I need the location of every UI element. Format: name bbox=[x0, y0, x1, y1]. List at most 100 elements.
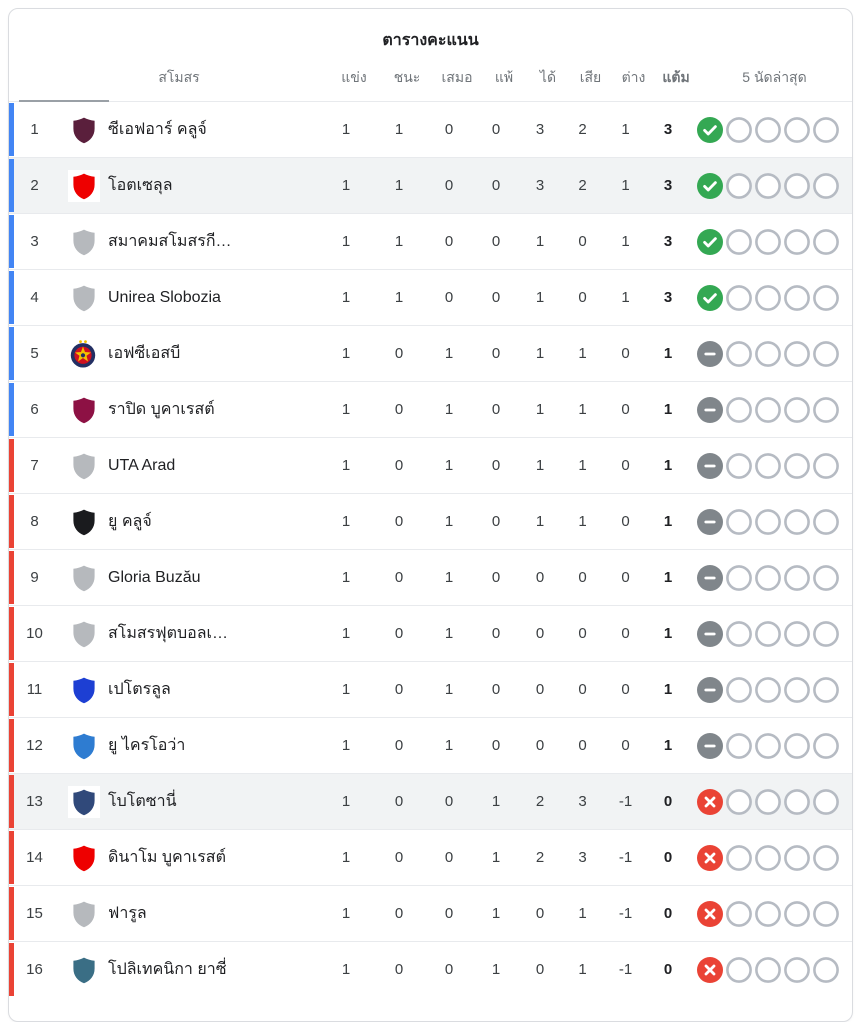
stat-draw: 1 bbox=[444, 681, 454, 698]
form-draw-icon bbox=[697, 676, 723, 703]
stat-goals-for: 1 bbox=[535, 289, 545, 306]
stat-loss: 0 bbox=[491, 513, 501, 530]
form-empty-icon bbox=[755, 844, 781, 871]
form-empty-icon bbox=[784, 396, 810, 423]
form-icons bbox=[689, 844, 852, 871]
form-empty-icon bbox=[813, 340, 839, 367]
table-row[interactable]: 14 ดินาโม บูคาเรสต์ 1 0 0 1 2 3 -1 0 bbox=[9, 829, 852, 885]
table-row[interactable]: 11 เปโตรลูล 1 0 1 0 0 0 0 1 bbox=[9, 661, 852, 717]
table-row[interactable]: 12 ยู ไครโอว่า 1 0 1 0 0 0 0 1 bbox=[9, 717, 852, 773]
stat-win: 1 bbox=[394, 177, 404, 194]
table-row[interactable]: 4 Unirea Slobozia 1 1 0 0 1 0 1 3 bbox=[9, 269, 852, 325]
form-empty-icon bbox=[726, 732, 752, 759]
form-empty-icon bbox=[755, 732, 781, 759]
form-loss-icon bbox=[697, 788, 723, 815]
table-row[interactable]: 10 สโมสรฟุตบอลเ… 1 0 1 0 0 0 0 1 bbox=[9, 605, 852, 661]
stat-goals-for: 2 bbox=[535, 793, 545, 810]
stat-loss: 0 bbox=[491, 177, 501, 194]
form-icons bbox=[689, 284, 852, 311]
team-name: ดินาโม บูคาเรสต์ bbox=[108, 849, 226, 866]
team-badge bbox=[60, 898, 108, 930]
stat-win: 0 bbox=[394, 793, 404, 810]
table-row[interactable]: 2 โอตเซลุล 1 1 0 0 3 2 1 3 bbox=[9, 157, 852, 213]
stat-win: 0 bbox=[394, 513, 404, 530]
stat-loss: 0 bbox=[491, 737, 501, 754]
stat-goal-diff: -1 bbox=[618, 961, 633, 978]
form-empty-icon bbox=[813, 172, 839, 199]
team-rank: 9 bbox=[30, 569, 39, 586]
form-empty-icon bbox=[726, 844, 752, 871]
team-crest-icon bbox=[68, 730, 100, 762]
stat-goals-against: 1 bbox=[578, 457, 587, 474]
form-icons bbox=[689, 452, 852, 479]
zone-accent-bar bbox=[9, 943, 14, 996]
form-empty-icon bbox=[755, 620, 781, 647]
form-icons bbox=[689, 116, 852, 143]
form-empty-icon bbox=[813, 564, 839, 591]
table-row[interactable]: 16 โปลิเทคนิกา ยาซี่ 1 0 0 1 0 1 -1 0 bbox=[9, 941, 852, 997]
form-empty-icon bbox=[726, 956, 752, 983]
zone-accent-bar bbox=[9, 495, 14, 548]
team-badge bbox=[60, 394, 108, 426]
form-draw-icon bbox=[697, 340, 723, 367]
stat-loss: 0 bbox=[491, 569, 501, 586]
stat-draw: 1 bbox=[444, 625, 454, 642]
column-header-win: ชนะ bbox=[393, 68, 421, 85]
stat-loss: 1 bbox=[491, 905, 501, 922]
stat-loss: 0 bbox=[491, 401, 501, 418]
stat-played: 1 bbox=[341, 401, 351, 418]
team-crest-icon bbox=[68, 674, 100, 706]
stat-win: 1 bbox=[394, 233, 404, 250]
table-row[interactable]: 5 เอฟซีเอสบี 1 0 1 0 1 1 0 1 bbox=[9, 325, 852, 381]
zone-accent-bar bbox=[9, 887, 14, 940]
stat-played: 1 bbox=[341, 625, 351, 642]
stat-points: 0 bbox=[663, 905, 673, 922]
column-header-points: แต้ม bbox=[662, 68, 690, 85]
stat-points: 3 bbox=[663, 233, 673, 250]
team-rank: 14 bbox=[26, 849, 43, 866]
table-row[interactable]: 3 สมาคมสโมสรกี… 1 1 0 0 1 0 1 3 bbox=[9, 213, 852, 269]
stat-goal-diff: 0 bbox=[621, 737, 630, 754]
table-row[interactable]: 13 โบโตซานี่ 1 0 0 1 2 3 -1 0 bbox=[9, 773, 852, 829]
form-draw-icon bbox=[697, 396, 723, 423]
club-header-underline bbox=[19, 100, 109, 102]
table-row[interactable]: 9 Gloria Buzău 1 0 1 0 0 0 0 1 bbox=[9, 549, 852, 605]
table-row[interactable]: 15 ฟารูล 1 0 0 1 0 1 -1 0 bbox=[9, 885, 852, 941]
standings-card: ตารางคะแนน สโมสร แข่ง ชนะ เสมอ แพ้ ได้ เ… bbox=[8, 8, 853, 1022]
stat-goal-diff: 1 bbox=[621, 177, 630, 194]
form-empty-icon bbox=[784, 620, 810, 647]
form-empty-icon bbox=[784, 676, 810, 703]
form-empty-icon bbox=[784, 732, 810, 759]
stat-win: 0 bbox=[394, 401, 404, 418]
form-empty-icon bbox=[726, 676, 752, 703]
stat-goal-diff: 0 bbox=[621, 625, 630, 642]
form-draw-icon bbox=[697, 564, 723, 591]
form-empty-icon bbox=[726, 900, 752, 927]
form-empty-icon bbox=[726, 508, 752, 535]
table-row[interactable]: 8 ยู คลูจ์ 1 0 1 0 1 1 0 1 bbox=[9, 493, 852, 549]
stat-loss: 1 bbox=[491, 793, 501, 810]
stat-goals-against: 2 bbox=[578, 121, 587, 138]
stat-draw: 1 bbox=[444, 401, 454, 418]
team-rank: 5 bbox=[30, 345, 39, 362]
team-crest-icon bbox=[68, 394, 100, 426]
stat-played: 1 bbox=[341, 849, 351, 866]
team-rank: 1 bbox=[30, 121, 39, 138]
form-empty-icon bbox=[784, 900, 810, 927]
table-row[interactable]: 1 ซีเอฟอาร์ คลูจ์ 1 1 0 0 3 2 1 3 bbox=[9, 102, 852, 157]
team-badge bbox=[60, 562, 108, 594]
table-row[interactable]: 6 ราปิด บูคาเรสต์ 1 0 1 0 1 1 0 1 bbox=[9, 381, 852, 437]
team-badge bbox=[60, 618, 108, 650]
form-empty-icon bbox=[784, 452, 810, 479]
stat-goals-against: 1 bbox=[578, 513, 587, 530]
form-icons bbox=[689, 620, 852, 647]
form-empty-icon bbox=[784, 340, 810, 367]
table-row[interactable]: 7 UTA Arad 1 0 1 0 1 1 0 1 bbox=[9, 437, 852, 493]
form-draw-icon bbox=[697, 732, 723, 759]
form-empty-icon bbox=[755, 676, 781, 703]
team-rank: 3 bbox=[30, 233, 39, 250]
column-header-goal-diff: ต่าง bbox=[621, 68, 646, 85]
stat-points: 1 bbox=[663, 401, 673, 418]
form-loss-icon bbox=[697, 844, 723, 871]
stat-win: 0 bbox=[394, 569, 404, 586]
